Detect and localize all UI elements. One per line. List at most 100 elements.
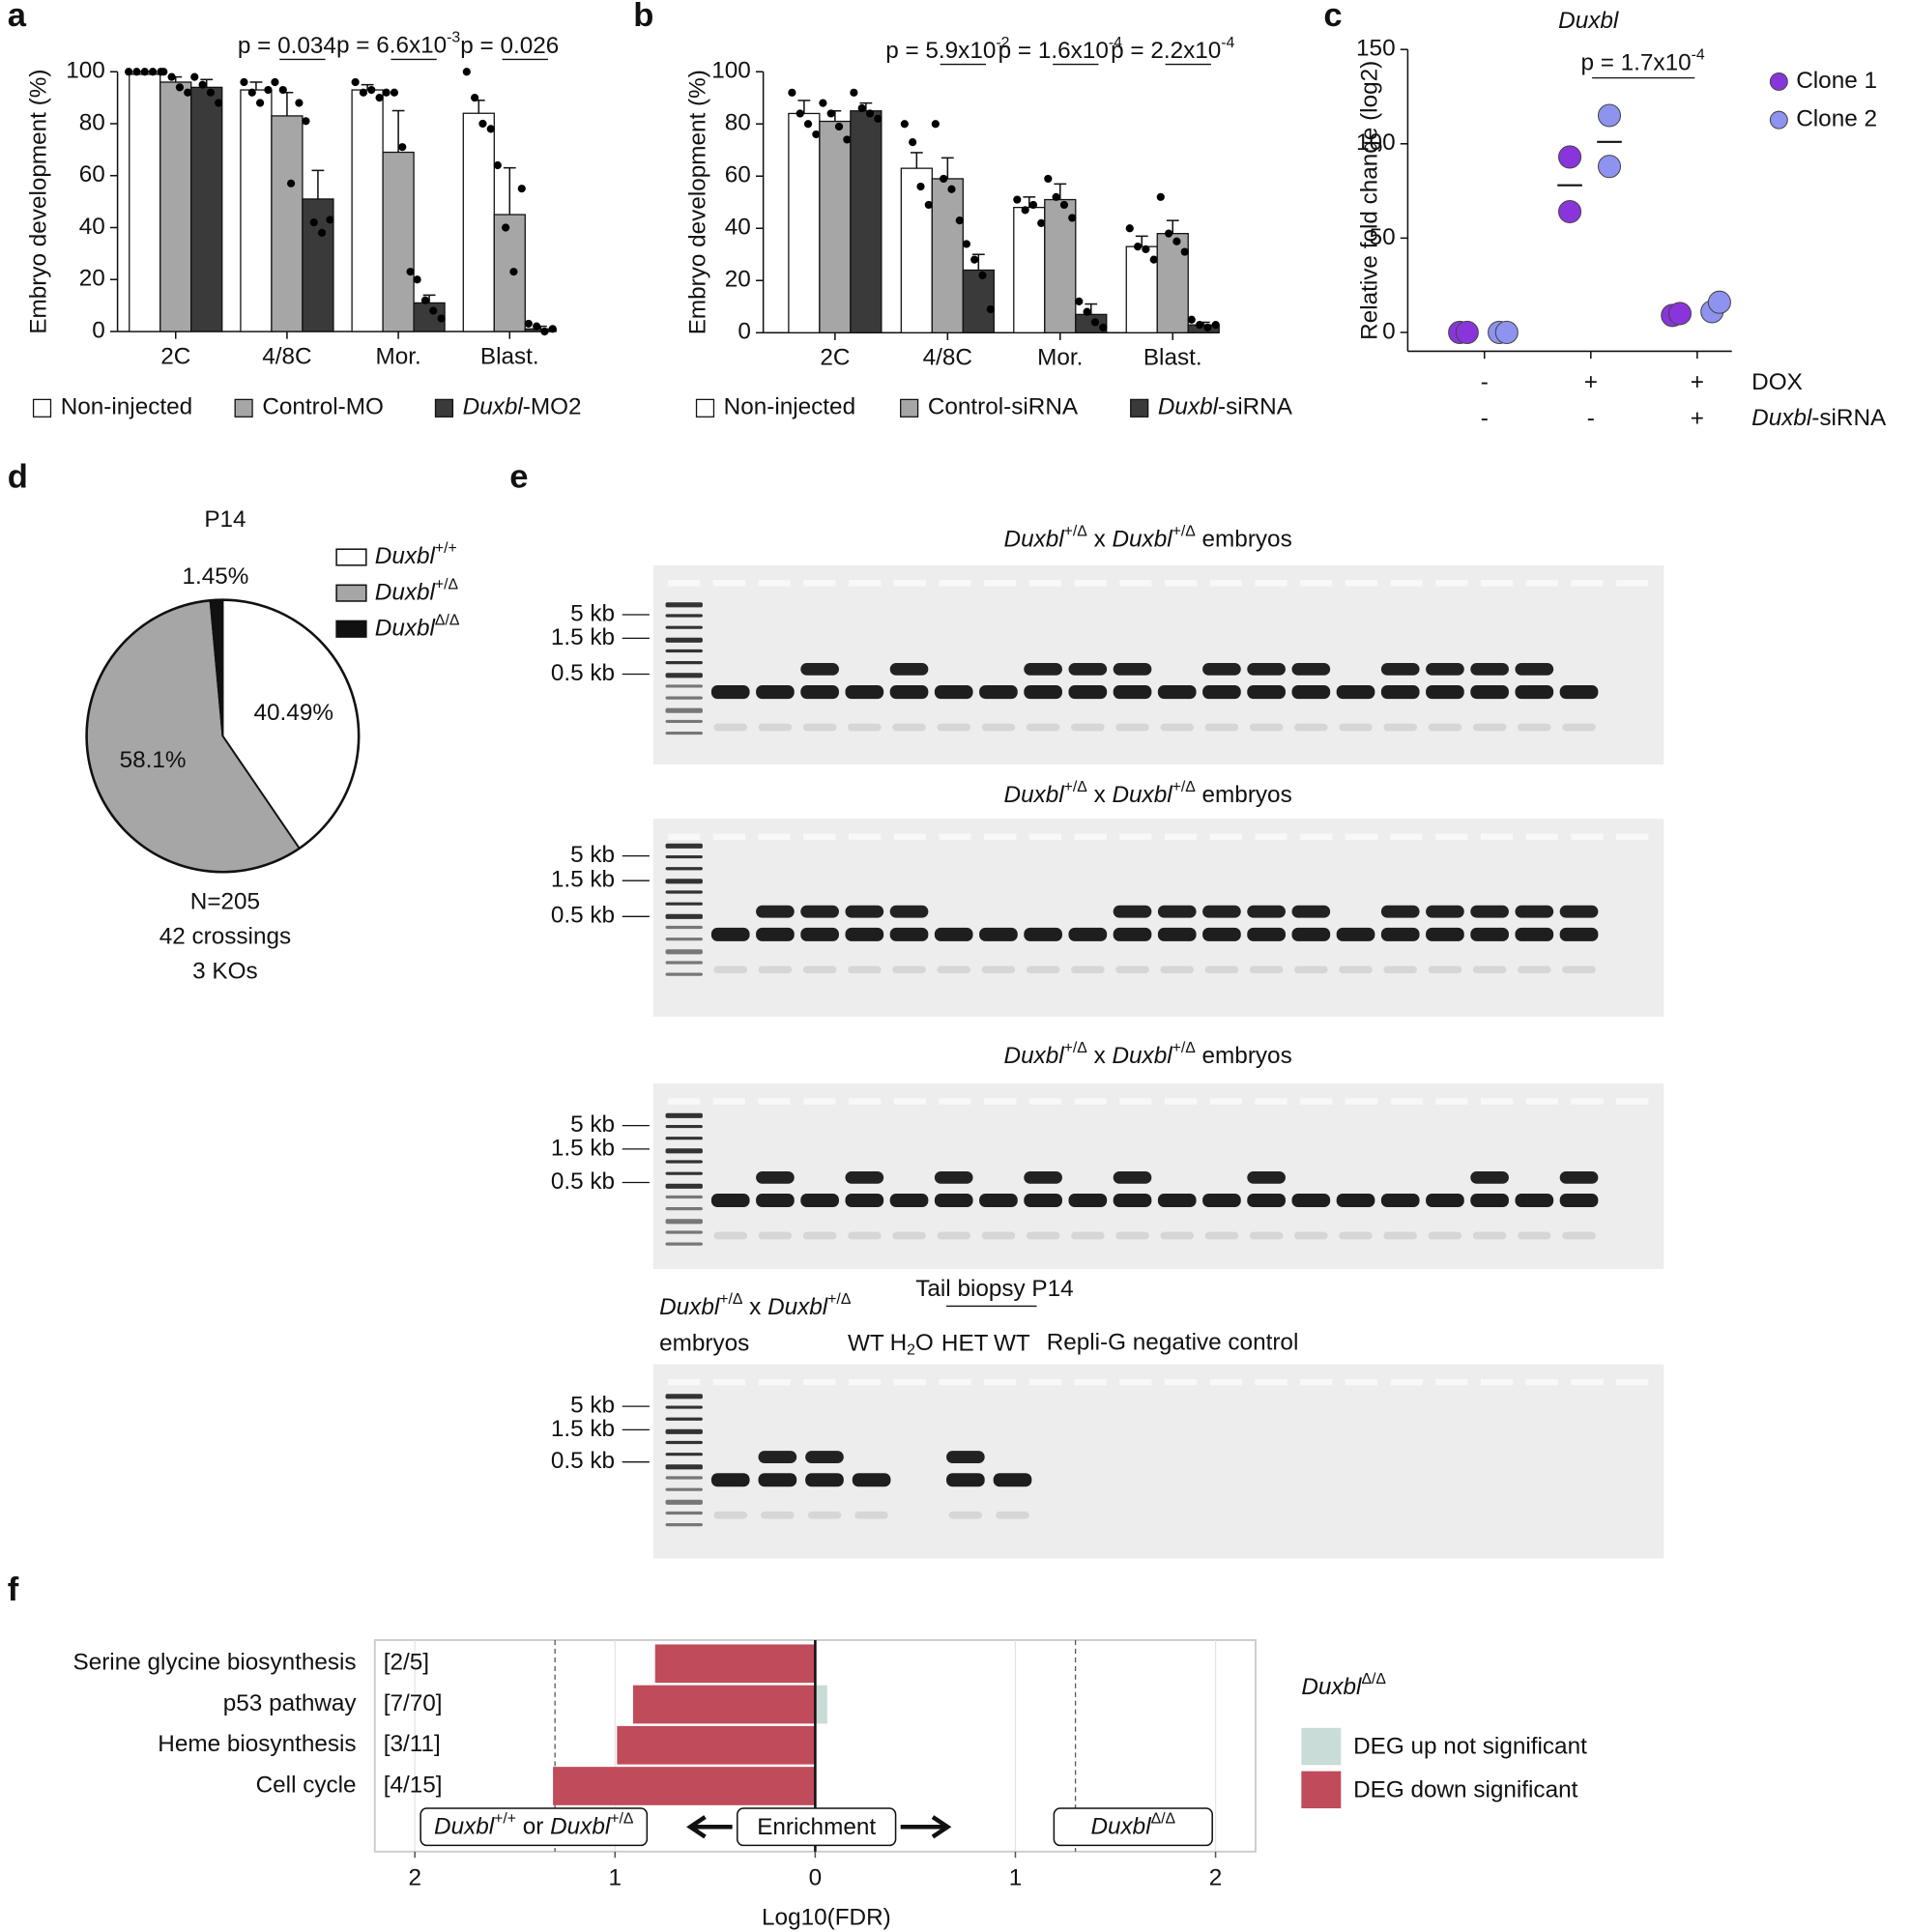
gel-band: [1202, 684, 1241, 700]
primer-dimer: [713, 1231, 747, 1240]
primer-dimer: [807, 1511, 842, 1519]
gel-well: [1300, 1098, 1333, 1105]
gel-well: [939, 1378, 971, 1386]
text-part: p = 1.6x10: [998, 38, 1109, 64]
ladder-band: [665, 696, 703, 700]
text-part: +/Δ: [1172, 779, 1197, 795]
primer-dimer: [1115, 723, 1149, 732]
data-point: [857, 103, 866, 113]
gel-band: [1515, 662, 1554, 676]
data-point: [271, 77, 279, 87]
ladder-band: [665, 879, 703, 884]
primer-dimer: [1562, 966, 1596, 974]
gel-well: [1616, 1378, 1649, 1386]
legend-swatch: [32, 398, 52, 418]
ladder-band: [665, 854, 703, 859]
data-point: [190, 72, 199, 81]
text-part: +/Δ: [1172, 523, 1197, 539]
ladder-band: [665, 1394, 703, 1399]
gel-well: [984, 580, 1017, 587]
data-point: [406, 268, 415, 276]
gel-band: [1426, 662, 1464, 676]
gel-band: [1515, 684, 1554, 700]
bar: [962, 269, 995, 333]
ladder-band: [665, 1230, 703, 1234]
gel-well: [1571, 833, 1604, 840]
primer-dimer: [848, 723, 882, 732]
data-point: [1455, 320, 1479, 344]
annotation-box: [420, 1807, 649, 1847]
gel-well: [1164, 1378, 1198, 1386]
gel-well: [1255, 580, 1288, 587]
x-tick-label: Blast.: [1143, 345, 1202, 371]
primer-dimer: [892, 723, 926, 732]
gel-well: [1571, 580, 1604, 587]
data-point: [140, 68, 149, 76]
text-part: Duxbl: [1113, 783, 1173, 809]
ladder-band: [665, 1148, 703, 1154]
primer-dimer: [1383, 966, 1417, 974]
text-part: Duxbl: [1113, 1044, 1173, 1070]
gel-well: [1345, 833, 1378, 840]
gel-band: [1426, 905, 1464, 918]
ladder-band: [665, 1207, 703, 1211]
data-point: [947, 185, 956, 193]
text-part: +/+: [494, 1811, 516, 1828]
gel-well: [1164, 580, 1198, 587]
gel-well: [712, 580, 746, 587]
condition-value: +: [1691, 369, 1704, 395]
data-point: [247, 88, 256, 97]
data-point: [540, 327, 549, 336]
text-part: Duxbl: [375, 616, 436, 642]
annotation-box: [1053, 1807, 1213, 1847]
gel-well: [893, 1378, 926, 1386]
gel-band: [889, 662, 929, 676]
gel-well: [1345, 1098, 1378, 1105]
data-point: [382, 88, 391, 97]
gel-band: [1068, 662, 1108, 676]
data-point: [900, 120, 909, 129]
primer-dimer: [1428, 1231, 1462, 1240]
gel-title: Duxbl+/Δ x Duxbl+/Δ embryos: [1004, 523, 1292, 552]
data-point: [1597, 103, 1622, 128]
text-part: Duxbl: [375, 544, 436, 570]
data-point: [255, 99, 265, 107]
size-marker: 5 kb: [570, 600, 615, 626]
gel-well: [1390, 833, 1423, 840]
legend-label: Non-injected: [724, 394, 855, 420]
data-point: [1149, 255, 1158, 264]
gel-band: [1380, 927, 1420, 941]
gel-well: [1255, 1098, 1288, 1105]
ladder-band: [665, 1464, 703, 1470]
ladder-band: [665, 673, 703, 678]
condition-label: DOX: [1751, 369, 1803, 395]
data-point: [1187, 315, 1196, 324]
legend-swatch: [335, 620, 367, 638]
data-point: [1133, 243, 1143, 251]
legend-label: Duxbl-siRNA: [1158, 394, 1293, 420]
ladder-band: [665, 1112, 703, 1118]
gel-band: [889, 905, 929, 918]
panel-letter: b: [633, 0, 653, 34]
gel-well: [1074, 1378, 1107, 1386]
text-part: p = 2.2x10: [1111, 38, 1221, 64]
gel-band: [1515, 1193, 1554, 1208]
size-marker: 5 kb: [570, 842, 615, 868]
arrow-right: [900, 1815, 952, 1839]
ladder-band: [665, 843, 703, 849]
legend-label: DuxblΔ/Δ: [375, 613, 460, 642]
p-value: p = 6.6x10-3: [336, 30, 460, 59]
primer-dimer: [1071, 723, 1105, 732]
primer-dimer: [758, 723, 793, 732]
data-point: [1075, 297, 1084, 305]
gel-well: [1119, 833, 1152, 840]
data-point: [390, 88, 399, 97]
primer-dimer: [948, 1511, 983, 1519]
gel-well: [1435, 1378, 1468, 1386]
y-tick-label: Cell cycle: [256, 1772, 357, 1798]
gel-title: Duxbl+/Δ x Duxbl+/Δ embryos: [1004, 1040, 1292, 1069]
gel-well: [1300, 580, 1333, 587]
ladder-band: [665, 1219, 703, 1225]
data-point: [1172, 237, 1181, 245]
